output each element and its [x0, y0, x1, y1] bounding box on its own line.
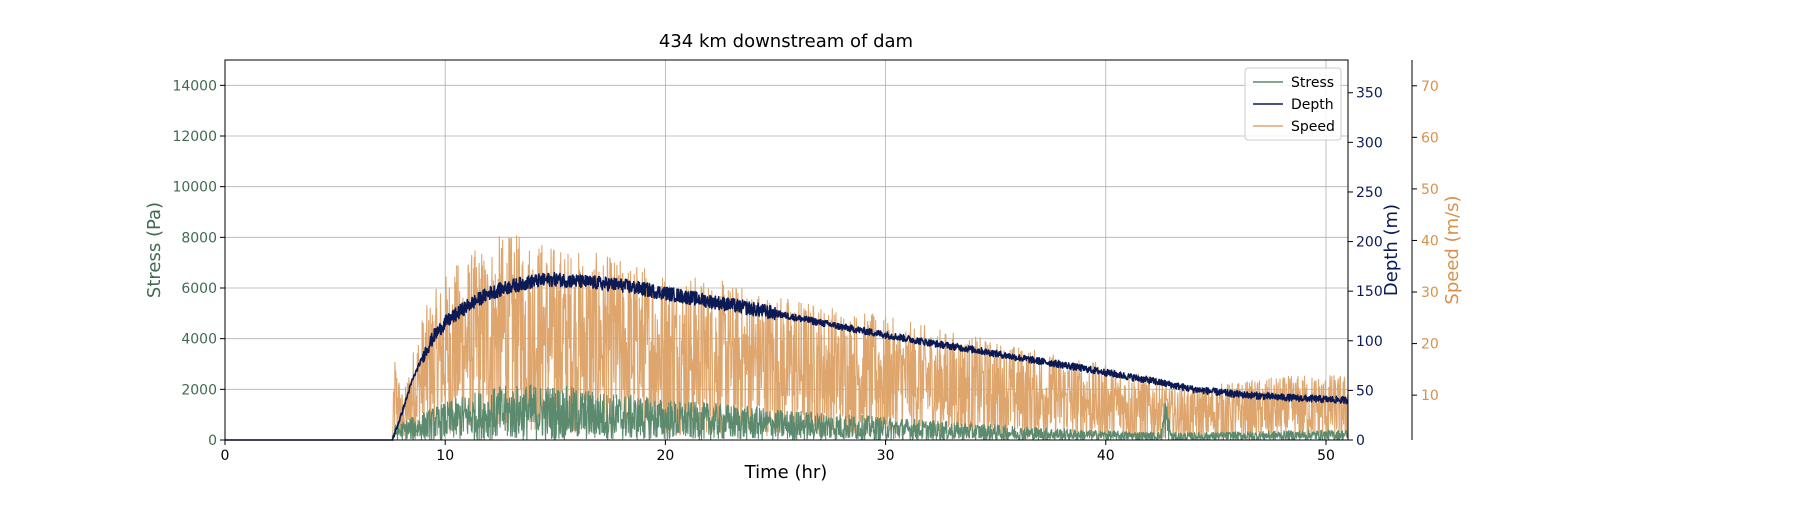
stress-tick-label: 2000 — [181, 382, 217, 398]
series-line-depth — [225, 271, 1349, 441]
plot-frame — [224, 59, 1349, 441]
series-line-stress — [225, 384, 1349, 441]
legend-box — [1244, 67, 1342, 141]
stress-tick-label: 10000 — [172, 180, 217, 196]
stress-tick-label: 12000 — [172, 129, 217, 145]
depth-tick-label: 0 — [1356, 433, 1365, 449]
speed-tick-label: 50 — [1421, 182, 1439, 198]
speed-tick-label: 30 — [1421, 285, 1439, 301]
stress-tick-label: 8000 — [181, 230, 217, 246]
speed-tick-label: 40 — [1421, 233, 1439, 249]
stress-tick-label: 0 — [208, 433, 217, 449]
stress-tick-label: 6000 — [181, 281, 217, 297]
series-line-speed — [225, 235, 1349, 441]
legend-label-speed: Speed — [1291, 119, 1335, 135]
legend: Stress Depth Speed — [1244, 67, 1342, 141]
axes: 0 10 20 30 40 5002000400060008000100001200014… — [144, 60, 1463, 464]
x-tick-label: 50 — [1317, 448, 1335, 464]
stress-tick-label: 4000 — [181, 332, 217, 348]
speed-tick-label: 10 — [1421, 388, 1439, 404]
legend-label-depth: Depth — [1291, 97, 1334, 113]
speed-tick-label: 70 — [1421, 79, 1439, 95]
stress-axis-label: Stress (Pa) — [144, 202, 165, 298]
x-tick-label: 10 — [436, 448, 454, 464]
depth-tick-label: 300 — [1356, 135, 1383, 151]
depth-tick-label: 150 — [1356, 284, 1383, 300]
series-lines — [225, 235, 1349, 441]
depth-tick-label: 50 — [1356, 383, 1374, 399]
depth-axis-label: Depth (m) — [1381, 204, 1402, 296]
depth-tick-label: 200 — [1356, 235, 1383, 251]
speed-tick-label: 20 — [1421, 337, 1439, 353]
legend-label-stress: Stress — [1291, 75, 1334, 91]
chart-title: 434 km downstream of dam — [659, 31, 913, 52]
speed-tick-label: 60 — [1421, 130, 1439, 146]
x-tick-label: 20 — [656, 448, 674, 464]
stress-tick-label: 14000 — [172, 78, 217, 94]
x-axis-label: Time (hr) — [744, 462, 828, 483]
depth-tick-label: 350 — [1356, 86, 1383, 102]
depth-tick-label: 250 — [1356, 185, 1383, 201]
speed-axis-label: Speed (m/s) — [1442, 195, 1463, 304]
x-tick-label: 0 — [221, 448, 230, 464]
depth-tick-label: 100 — [1356, 334, 1383, 350]
x-tick-label: 30 — [877, 448, 895, 464]
x-tick-label: 40 — [1097, 448, 1115, 464]
